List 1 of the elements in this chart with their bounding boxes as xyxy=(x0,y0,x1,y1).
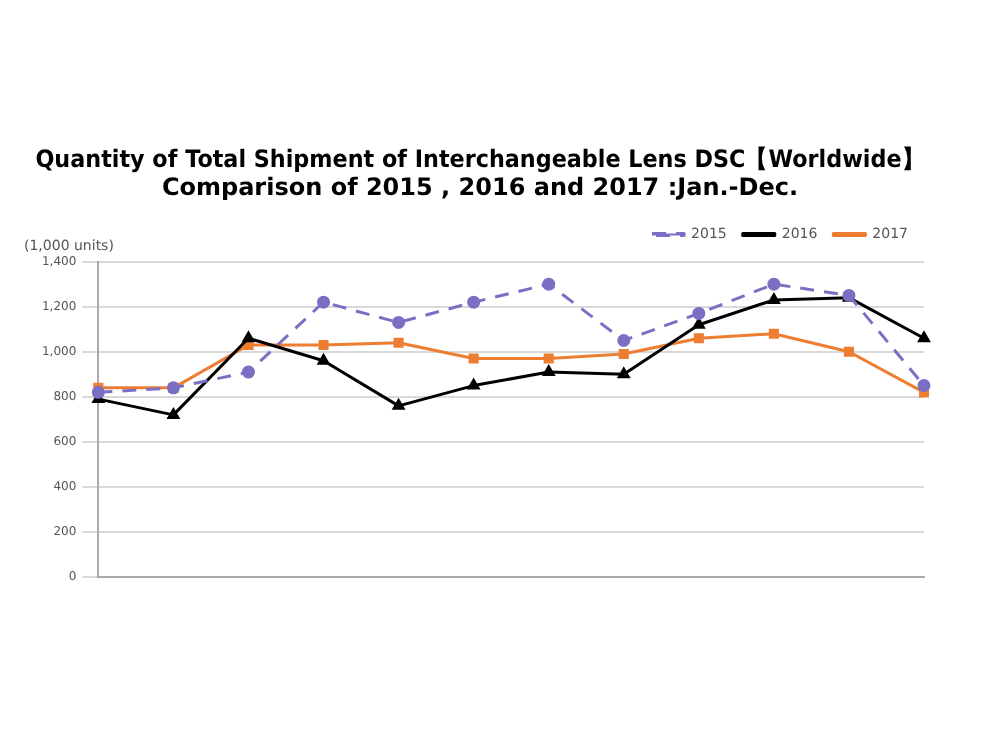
chart-title: Quantity of Total Shipment of Interchangeable Lens DSC【Worldwide】 Comparison of 2015 , 2016 and 2017 :Jan.-Dec. xyxy=(35,143,925,202)
